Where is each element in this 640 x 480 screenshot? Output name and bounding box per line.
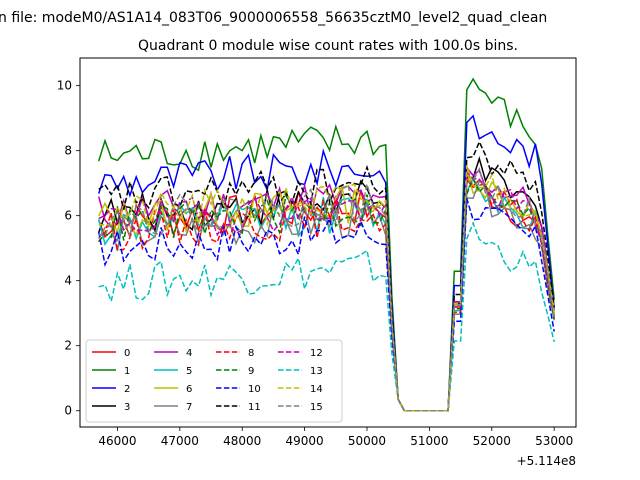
x-offset-label: +5.114e8: [517, 454, 576, 468]
series-line-1: [97, 77, 555, 412]
legend-label-7: 7: [186, 402, 192, 413]
x-tick-label: 51000: [410, 434, 448, 448]
series-line-13: [98, 221, 555, 412]
y-tick-label: 8: [64, 144, 72, 158]
legend-label-14: 14: [310, 384, 323, 395]
series-line-8: [98, 177, 555, 412]
y-tick-label: 4: [64, 274, 72, 288]
series-line-10: [97, 198, 555, 412]
x-tick-label: 50000: [348, 434, 386, 448]
series-line-6: [98, 170, 555, 412]
series-line-14: [98, 164, 555, 412]
legend-label-0: 0: [124, 348, 130, 359]
x-tick-label: 47000: [161, 434, 199, 448]
x-tick-label: 46000: [98, 434, 136, 448]
legend-label-13: 13: [310, 366, 323, 377]
x-tick-label: 53000: [535, 434, 573, 448]
chart-title: Quadrant 0 module wise count rates with …: [138, 38, 518, 54]
legend-label-3: 3: [124, 402, 130, 413]
y-tick-label: 6: [64, 209, 72, 223]
x-tick-label: 48000: [223, 434, 261, 448]
series-line-2: [97, 114, 555, 412]
series-line-3: [97, 155, 555, 412]
legend-label-2: 2: [124, 384, 130, 395]
legend-label-10: 10: [248, 384, 261, 395]
legend-label-4: 4: [186, 348, 192, 359]
y-tick-label: 10: [57, 79, 72, 93]
legend-label-6: 6: [186, 384, 192, 395]
plot-layer: [97, 77, 555, 412]
legend-label-11: 11: [248, 402, 261, 413]
series-line-12: [98, 170, 555, 412]
ticks-layer: 46000 47000 48000 49000 50000 51000 52000 53000…: [57, 79, 574, 448]
y-tick-label: 0: [64, 404, 72, 418]
x-tick-label: 49000: [286, 434, 324, 448]
y-tick-label: 2: [64, 339, 72, 353]
legend-box: [85, 339, 343, 423]
legend-label-1: 1: [124, 366, 130, 377]
figure-suptitle: n file: modeM0/AS1A14_083T06_9000006558_…: [0, 10, 547, 26]
legend-label-12: 12: [310, 348, 323, 359]
series-line-9: [98, 177, 555, 412]
legend-label-15: 15: [310, 402, 323, 413]
legend-label-8: 8: [248, 348, 254, 359]
series-line-15: [98, 166, 555, 412]
legend-label-5: 5: [186, 366, 192, 377]
x-tick-label: 52000: [473, 434, 511, 448]
axes-frame: [79, 57, 577, 428]
legend-label-9: 9: [248, 366, 254, 377]
